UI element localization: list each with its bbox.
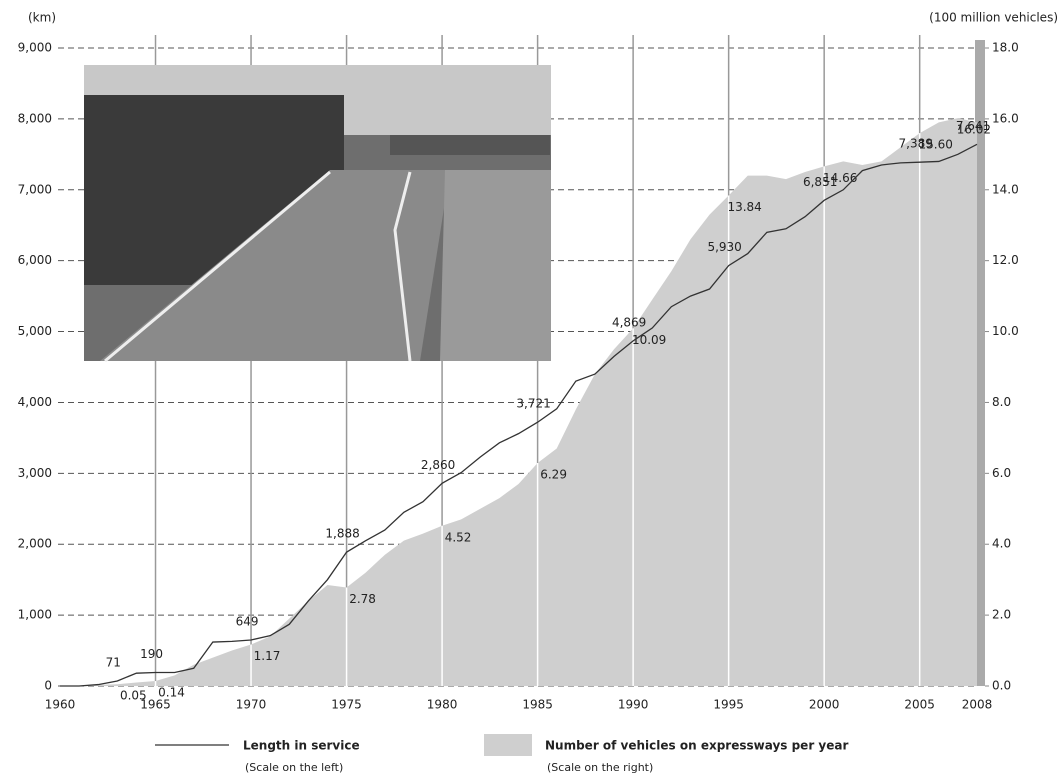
area-value-label: 6.29 xyxy=(540,468,567,482)
y2-tick-label: 12.0 xyxy=(992,253,1019,267)
photo-bridge xyxy=(390,135,550,155)
line xyxy=(60,143,978,687)
line-value-label: 2,860 xyxy=(421,458,455,472)
line-value-label: 4,869 xyxy=(612,315,646,329)
legend-note: (Scale on the left) xyxy=(245,761,343,774)
front-layer: 0 1,000 2,000 3,000 4,000 5,000 6,000 7,000 8,00… xyxy=(18,41,1019,712)
legend: Length in service (Scale on the left) Numb… xyxy=(155,734,848,774)
x-tick-label: 1990 xyxy=(618,698,649,712)
y2-tick-label: 2.0 xyxy=(992,608,1011,622)
line-value-label: 190 xyxy=(140,647,163,661)
area-value-label: 10.09 xyxy=(632,333,666,347)
legend-swatch xyxy=(484,734,532,756)
legend-note: (Scale on the right) xyxy=(547,761,653,774)
area-value-label: 14.66 xyxy=(823,171,857,185)
x-tick-label: 1960 xyxy=(45,698,76,712)
line-value-label: 3,721 xyxy=(516,397,550,411)
area xyxy=(60,118,977,687)
line-value-label: 71 xyxy=(106,655,121,669)
line-value-label: 649 xyxy=(236,614,259,628)
y2-tick-label: 16.0 xyxy=(992,111,1019,125)
data-layer xyxy=(60,118,977,687)
x-tick-label: 2005 xyxy=(904,698,935,712)
area-value-label: 4.52 xyxy=(445,530,472,544)
line-value-label: 1,888 xyxy=(325,527,359,541)
photo-road xyxy=(100,170,450,361)
x-tick-label: 1995 xyxy=(713,698,744,712)
area-value-label: 0.14 xyxy=(158,686,185,700)
area-value-label: 15.60 xyxy=(919,138,953,152)
photo xyxy=(84,65,551,363)
y2-tick-label: 18.0 xyxy=(992,41,1019,55)
line-value-label: 7,641 xyxy=(956,119,990,133)
photo-lane xyxy=(104,170,331,363)
line-value-label: 6,851 xyxy=(803,175,837,189)
y-tick-label: 4,000 xyxy=(18,395,52,409)
photo-road-2 xyxy=(440,170,551,361)
y2-tick-label: 0.0 xyxy=(992,679,1011,693)
y-tick-label: 5,000 xyxy=(18,324,52,338)
line-value-label: 5,930 xyxy=(707,240,741,254)
y-tick-label: 2,000 xyxy=(18,537,52,551)
y-tick-label: 9,000 xyxy=(18,41,52,55)
x-tick-label: 1965 xyxy=(140,698,171,712)
y-tick-label: 0 xyxy=(44,679,52,693)
x-tick-label: 2000 xyxy=(809,698,840,712)
y2-axis-bar xyxy=(975,40,985,686)
area-value-label: 2.78 xyxy=(349,592,376,606)
y2-tick-label: 14.0 xyxy=(992,182,1019,196)
x-tick-label: 1985 xyxy=(522,698,553,712)
y-tick-label: 1,000 xyxy=(18,608,52,622)
area-value-label: 1.17 xyxy=(254,649,281,663)
photo-lane xyxy=(393,171,412,362)
area-value-label: 16.02 xyxy=(957,123,991,137)
y-tick-label: 6,000 xyxy=(18,253,52,267)
y-tick-label: 8,000 xyxy=(18,111,52,125)
area-value-label: 13.84 xyxy=(727,200,761,214)
y2-tick-label: 10.0 xyxy=(992,324,1019,338)
y-tick-label: 7,000 xyxy=(18,182,52,196)
area-value-label: 0.05 xyxy=(120,689,147,703)
legend-label: Length in service xyxy=(243,739,360,753)
y2-tick-label: 6.0 xyxy=(992,466,1011,480)
y-axis-label: (km) xyxy=(28,11,56,25)
x-tick-label: 2008 xyxy=(962,698,993,712)
y2-axis-label: (100 million vehicles) xyxy=(929,11,1058,25)
y-tick-label: 3,000 xyxy=(18,466,52,480)
y2-tick-label: 8.0 xyxy=(992,395,1011,409)
line-value-label: 7,389 xyxy=(899,137,933,151)
x-tick-label: 1980 xyxy=(427,698,458,712)
x-tick-label: 1970 xyxy=(236,698,267,712)
x-tick-label: 1975 xyxy=(331,698,362,712)
legend-label: Number of vehicles on expressways per ye… xyxy=(545,739,848,753)
y2-tick-label: 4.0 xyxy=(992,537,1011,551)
